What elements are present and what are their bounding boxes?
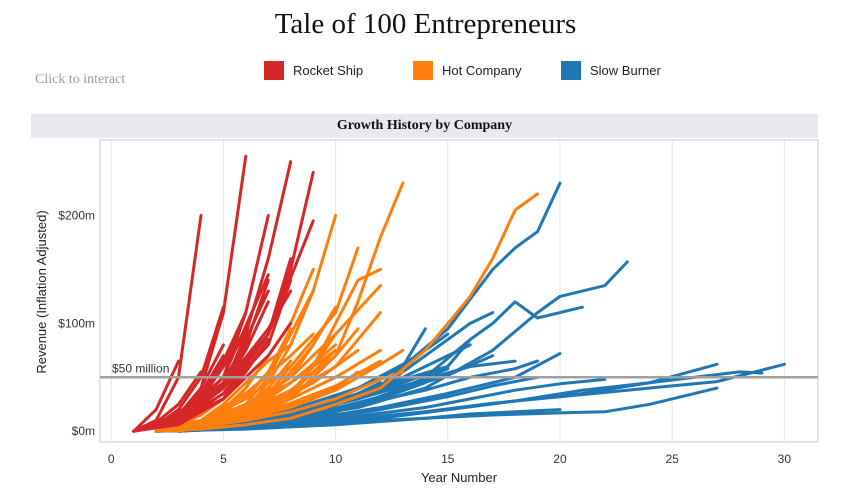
click-to-interact-hint[interactable]: Click to interact [35,72,126,87]
x-tick-label-20: 20 [553,452,567,466]
legend-item-hot-company[interactable]: Hot Company [413,60,521,80]
legend-swatch-rocket-ship [264,60,284,80]
series-lines[interactable] [132,154,786,433]
legend-label-rocket-ship: Rocket Ship [293,62,364,78]
series-line-hot-company-51[interactable] [154,327,293,433]
x-tick-label-10: 10 [329,452,343,466]
x-tick-label-25: 25 [665,452,679,466]
x-tick-label-0: 0 [108,452,115,466]
x-tick-label-5: 5 [220,452,227,466]
series-line-rocket-ship-57[interactable] [132,170,315,433]
legend-item-slow-burner[interactable]: Slow Burner [561,60,661,80]
y-axis-ticks: $0m $100m $200m [58,209,95,439]
x-tick-label-30: 30 [778,452,792,466]
legend-swatch-hot-company [413,60,433,80]
legend-label-hot-company: Hot Company [442,62,522,78]
x-tick-label-15: 15 [441,452,455,466]
plot-frame [99,139,819,443]
legend-item-rocket-ship[interactable]: Rocket Ship [264,60,363,80]
legend: Rocket Ship Hot Company Slow Burner [0,60,851,82]
x-axis-label: Year Number [421,470,498,485]
series-line-rocket-ship-82[interactable] [132,338,270,433]
legend-label-slow-burner: Slow Burner [590,62,661,78]
legend-swatch-slow-burner [561,60,581,80]
series-line-hot-company-25[interactable] [154,192,539,433]
series-line-hot-company-54[interactable] [154,348,405,433]
reference-line-label: $50 million [112,361,169,375]
y-axis-label: Revenue (Inflation Adjusted) [34,210,49,373]
y-tick-label-100: $100m [58,316,95,330]
chart-title: Tale of 100 Entrepreneurs [274,8,577,40]
gridlines [110,140,785,442]
x-axis-ticks: 0 5 10 15 20 25 30 [108,452,791,466]
panel-header: Growth History by Company [31,114,818,138]
y-tick-label-200: $200m [58,209,95,223]
y-tick-label-0: $0m [72,424,95,438]
